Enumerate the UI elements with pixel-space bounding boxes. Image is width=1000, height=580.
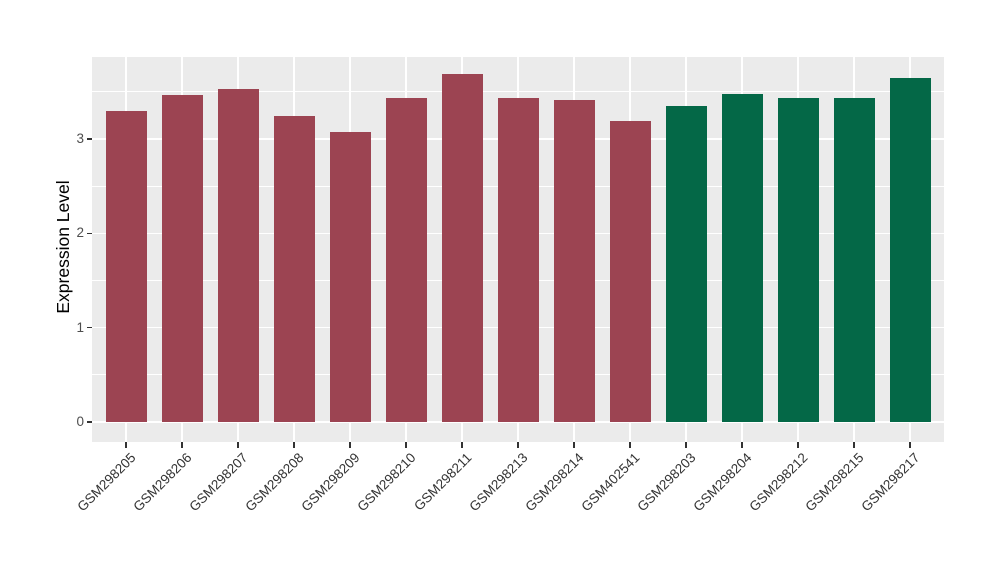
y-tick-label: 0 [76, 414, 84, 429]
bar-GSM298213 [497, 97, 539, 422]
bar-GSM298207 [217, 89, 259, 422]
bar-GSM298217 [889, 77, 931, 422]
x-tick-label: GSM298217 [858, 450, 923, 515]
plot-panel [92, 57, 944, 442]
x-tick-label: GSM298205 [74, 450, 139, 515]
x-tick-mark [461, 442, 463, 448]
bar-GSM298211 [441, 73, 483, 422]
bar-GSM298204 [721, 93, 763, 422]
x-tick-mark [853, 442, 855, 448]
y-tick-mark [87, 232, 92, 235]
x-tick-label: GSM298209 [298, 450, 363, 515]
x-tick-label: GSM298208 [242, 450, 307, 515]
y-tick-mark [87, 138, 92, 140]
x-tick-label: GSM298210 [354, 450, 419, 515]
bar-GSM298203 [665, 105, 707, 422]
x-tick-mark [797, 442, 799, 448]
y-tick-label: 3 [76, 131, 84, 146]
x-tick-label: GSM298207 [186, 450, 251, 515]
x-tick-mark [573, 442, 575, 448]
x-tick-mark [741, 442, 743, 448]
x-tick-mark [629, 442, 631, 448]
x-tick-label: GSM298203 [634, 450, 699, 515]
y-tick-mark [87, 421, 92, 423]
x-tick-label: GSM298206 [130, 450, 195, 515]
x-tick-mark [349, 442, 351, 448]
x-tick-label: GSM298211 [411, 450, 475, 514]
x-tick-label: GSM298213 [466, 450, 531, 515]
bar-GSM402541 [609, 121, 651, 422]
bar-GSM298206 [161, 94, 203, 422]
bar-GSM298209 [329, 132, 371, 422]
x-tick-mark [405, 442, 407, 448]
bar-GSM298214 [553, 100, 595, 422]
bar-GSM298212 [777, 97, 819, 422]
x-tick-label: GSM298204 [690, 450, 755, 515]
bar-GSM298208 [273, 116, 315, 422]
x-tick-mark [181, 442, 183, 448]
x-tick-mark [237, 442, 239, 448]
x-tick-mark [685, 442, 687, 448]
bar-GSM298210 [385, 97, 427, 422]
x-tick-label: GSM298214 [522, 450, 587, 515]
x-tick-mark [125, 442, 127, 448]
x-tick-mark [909, 442, 911, 448]
x-tick-label: GSM298212 [746, 450, 811, 515]
x-tick-mark [517, 442, 519, 448]
x-tick-label: GSM402541 [578, 450, 643, 515]
y-tick-mark [87, 326, 92, 329]
y-tick-label: 1 [76, 319, 84, 335]
y-tick-label: 2 [76, 225, 84, 241]
y-axis-title: Expression Level [53, 180, 73, 314]
x-tick-label: GSM298215 [802, 450, 867, 515]
bar-GSM298205 [105, 110, 147, 422]
bar-GSM298215 [833, 97, 875, 422]
x-tick-mark [293, 442, 295, 448]
